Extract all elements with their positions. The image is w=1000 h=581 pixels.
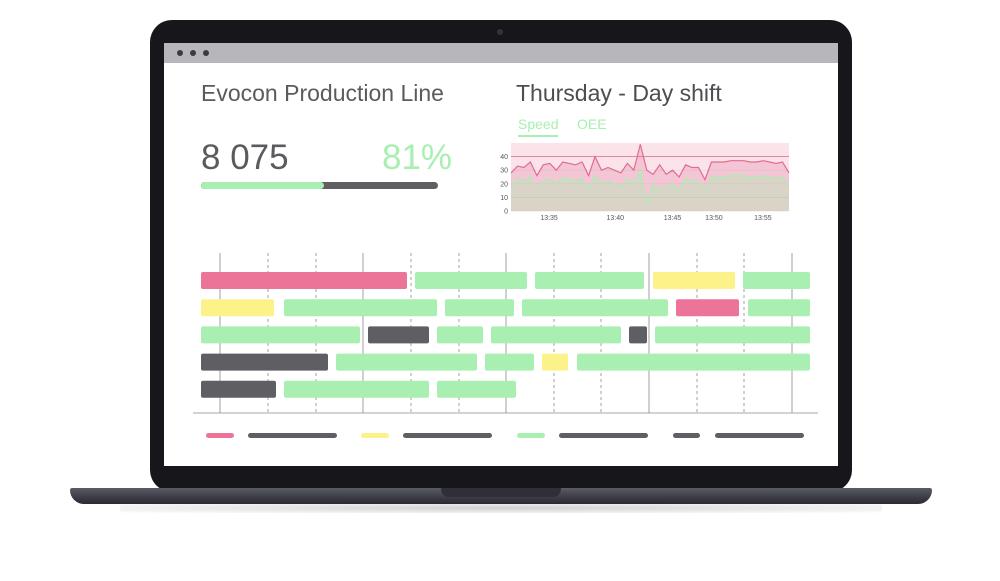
timeline-segment-green bbox=[535, 272, 644, 289]
legend-label-placeholder bbox=[559, 433, 648, 438]
legend-swatch-yellow bbox=[361, 433, 389, 438]
legend-swatch-gray bbox=[673, 433, 700, 438]
y-tick-label: 20 bbox=[500, 181, 508, 188]
timeline-segment-gray bbox=[629, 326, 647, 344]
timeline-segment-pink bbox=[201, 272, 407, 289]
timeline-segment-green bbox=[485, 353, 534, 371]
x-tick-label: 13:40 bbox=[606, 215, 624, 222]
legend-label-placeholder bbox=[248, 433, 337, 438]
timeline-segment-green bbox=[415, 272, 527, 289]
timeline-segment-green bbox=[336, 353, 477, 371]
app-window: Evocon Production Line Thursday - Day sh… bbox=[164, 43, 838, 466]
timeline-segment-yellow bbox=[653, 272, 735, 289]
timeline-segment-green bbox=[577, 353, 810, 371]
production-timeline bbox=[193, 253, 818, 414]
laptop-notch bbox=[441, 488, 561, 497]
oee-progress-fill bbox=[201, 182, 325, 189]
tab-speed[interactable]: Speed bbox=[518, 116, 559, 137]
timeline-segment-green bbox=[748, 299, 810, 317]
chart-band bbox=[511, 143, 789, 211]
timeline-segment-gray bbox=[201, 380, 276, 398]
timeline-segment-green bbox=[445, 299, 514, 317]
series-line bbox=[510, 144, 790, 182]
legend-swatch-pink bbox=[206, 433, 234, 438]
speed-chart: 0 10 20 30 40 13:35 13:40 13:45 13:50 13:55 bbox=[500, 143, 790, 222]
timeline-segment-green bbox=[522, 299, 668, 317]
x-tick-label: 13:35 bbox=[540, 215, 558, 222]
timeline-segment-green bbox=[743, 272, 810, 289]
series-line bbox=[510, 168, 790, 205]
legend-swatch-green bbox=[517, 433, 545, 438]
window-titlebar bbox=[164, 43, 838, 63]
legend-label-placeholder bbox=[403, 433, 492, 438]
shift-title: Thursday - Day shift bbox=[516, 80, 722, 106]
timeline-segment-gray bbox=[201, 353, 328, 371]
timeline-segment-green bbox=[201, 326, 360, 344]
oee-percentage: 81% bbox=[382, 138, 453, 177]
y-tick-label: 0 bbox=[504, 209, 508, 216]
y-tick-label: 10 bbox=[500, 195, 508, 202]
camera-icon bbox=[497, 29, 503, 35]
oee-progress-bar bbox=[201, 182, 438, 189]
window-control-dot[interactable] bbox=[177, 50, 183, 56]
laptop-shadow bbox=[120, 503, 882, 513]
timeline-segment-gray bbox=[368, 326, 429, 344]
tab-oee[interactable]: OEE bbox=[577, 116, 607, 132]
production-count: 8 075 bbox=[201, 138, 289, 177]
series-area bbox=[511, 170, 789, 211]
x-tick-label: 13:45 bbox=[664, 215, 682, 222]
timeline-segment-green bbox=[655, 326, 810, 344]
timeline-segment-green bbox=[491, 326, 621, 344]
window-control-dot[interactable] bbox=[203, 50, 209, 56]
y-tick-label: 30 bbox=[500, 168, 508, 175]
timeline-segment-green bbox=[284, 299, 437, 317]
timeline-segment-green bbox=[437, 326, 483, 344]
x-tick-label: 13:55 bbox=[754, 215, 772, 222]
timeline-segment-yellow bbox=[201, 299, 274, 317]
window-control-dot[interactable] bbox=[190, 50, 196, 56]
legend-label-placeholder bbox=[715, 433, 804, 438]
timeline-segment-pink bbox=[676, 299, 739, 317]
timeline-segment-green bbox=[284, 380, 429, 398]
x-tick-label: 13:50 bbox=[705, 215, 723, 222]
y-tick-label: 40 bbox=[500, 154, 508, 161]
timeline-segment-green bbox=[437, 380, 516, 398]
timeline-segment-yellow bbox=[542, 353, 568, 371]
series-area bbox=[511, 144, 789, 211]
production-line-title: Evocon Production Line bbox=[201, 80, 444, 106]
